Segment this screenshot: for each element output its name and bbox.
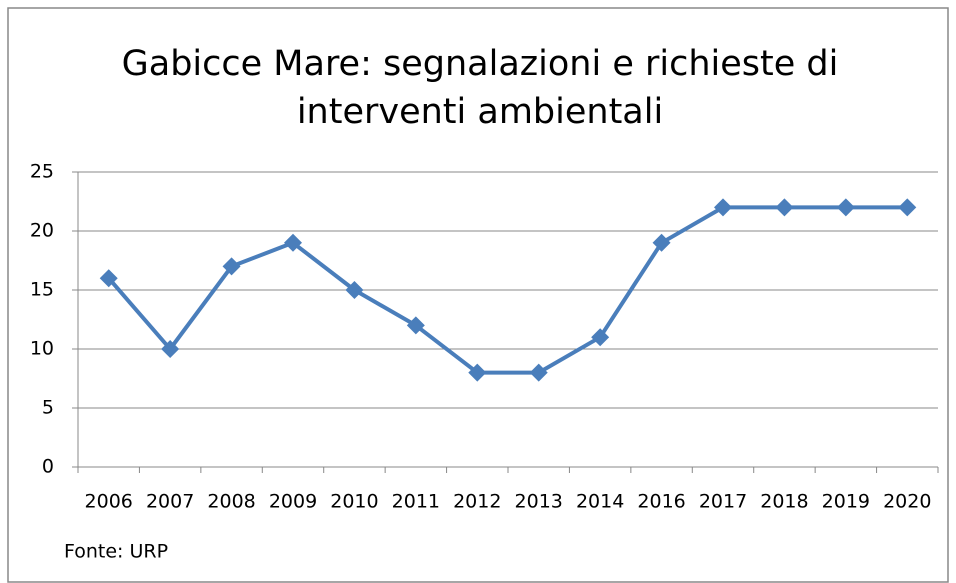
data-marker <box>591 328 610 347</box>
x-tick-label: 2006 <box>85 491 133 513</box>
data-line <box>107 205 908 375</box>
y-tick-label: 0 <box>42 456 54 478</box>
y-tick-label: 25 <box>30 161 54 183</box>
data-marker <box>836 198 855 217</box>
data-marker <box>345 281 364 299</box>
x-tick-label: 2012 <box>453 491 501 513</box>
data-marker <box>898 198 917 217</box>
y-tick-label: 10 <box>30 338 54 360</box>
x-tick-label: 2020 <box>883 491 931 513</box>
x-tick-label: 2011 <box>392 491 440 513</box>
x-tick-label: 2010 <box>330 491 378 513</box>
data-marker <box>468 363 487 382</box>
data-marker <box>714 198 732 217</box>
y-tick-label: 20 <box>30 220 54 242</box>
y-tick-label: 15 <box>30 279 54 301</box>
chart-border <box>7 7 949 583</box>
data-marker <box>99 269 118 288</box>
x-tick-label: 2014 <box>576 491 624 513</box>
data-marker <box>775 198 794 217</box>
x-tick-label: 2018 <box>760 491 808 513</box>
data-marker <box>529 363 548 382</box>
x-tick-label: 2019 <box>822 491 870 513</box>
x-tick-label: 2007 <box>146 491 194 513</box>
x-tick-label: 2017 <box>699 491 747 513</box>
data-marker <box>652 233 671 252</box>
data-marker <box>222 257 241 276</box>
x-tick-label: 2016 <box>637 491 685 513</box>
x-tick-label: 2013 <box>515 491 563 513</box>
y-tick-label: 5 <box>42 397 54 419</box>
x-tick-label: 2008 <box>207 491 255 513</box>
data-marker <box>161 340 180 358</box>
chart-title: Gabicce Mare: segnalazioni e richieste d… <box>121 44 839 132</box>
source-note: Fonte: URP <box>64 541 168 563</box>
data-marker <box>406 316 425 335</box>
x-tick-label: 2009 <box>269 491 317 513</box>
data-marker <box>284 233 302 252</box>
